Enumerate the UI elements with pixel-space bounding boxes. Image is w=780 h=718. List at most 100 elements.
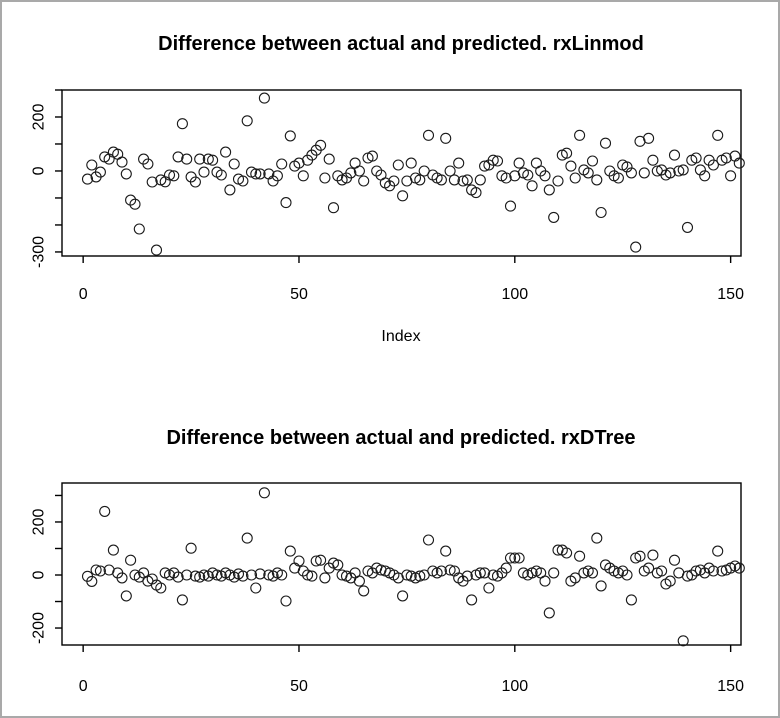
data-point (483, 582, 495, 594)
data-point (543, 184, 555, 196)
data-point (591, 532, 603, 544)
data-point (491, 155, 504, 167)
data-point (690, 565, 702, 577)
data-point (625, 594, 637, 606)
data-point (271, 170, 283, 182)
data-point (509, 552, 521, 564)
data-point (258, 487, 270, 499)
y-tick-label: 200 (31, 509, 48, 536)
data-point (310, 555, 322, 567)
plot-rxdtree: Difference between actual and predicted.… (31, 427, 745, 695)
data-point (332, 559, 344, 571)
data-point (211, 569, 223, 581)
x-axis-title: Index (381, 328, 420, 345)
data-point (569, 172, 581, 184)
data-point (228, 158, 240, 170)
y-tick-label: -200 (31, 612, 48, 644)
data-point (474, 567, 486, 579)
data-point (133, 223, 145, 235)
data-point (181, 153, 193, 165)
data-point (466, 594, 478, 606)
data-point (176, 118, 188, 130)
data-point (470, 187, 482, 199)
data-point (388, 175, 400, 187)
data-point (479, 160, 491, 172)
data-point (526, 180, 538, 192)
data-point (250, 582, 262, 594)
plot-box (61, 482, 742, 646)
data-point (647, 154, 659, 166)
data-point (561, 547, 573, 559)
data-point (323, 153, 335, 165)
data-point (241, 115, 253, 127)
data-point (414, 570, 426, 582)
data-point (504, 552, 517, 564)
data-point (142, 158, 154, 170)
data-point (163, 169, 176, 181)
y-axis: 200 0 -200 (31, 494, 62, 644)
data-point (150, 244, 163, 256)
data-point (250, 168, 262, 180)
data-point (591, 174, 603, 186)
data-point (574, 550, 586, 562)
x-tick-label: 50 (290, 678, 308, 695)
y-tick-label: -300 (31, 236, 48, 268)
data-point (479, 567, 491, 579)
data-point (194, 153, 206, 165)
x-tick-label: 0 (79, 678, 88, 695)
data-point (280, 595, 292, 607)
data-point (293, 555, 305, 567)
points (81, 92, 745, 256)
x-axis: 0 50 100 150 (79, 256, 744, 303)
data-point (500, 562, 512, 574)
data-point (643, 562, 655, 574)
data-point (677, 164, 689, 176)
data-point (548, 567, 560, 579)
data-point (168, 170, 180, 182)
data-point (699, 170, 711, 182)
data-point (500, 172, 512, 184)
data-point (94, 166, 106, 178)
data-point (574, 129, 586, 141)
data-point (86, 159, 98, 171)
data-point (725, 170, 737, 182)
x-tick-label: 0 (79, 286, 88, 303)
data-point (595, 580, 607, 592)
plot-rxlinmod: Difference between actual and predicted.… (31, 33, 745, 345)
y-tick-label: 0 (31, 570, 48, 579)
data-point (677, 635, 689, 647)
data-point (638, 167, 650, 179)
data-point (237, 570, 249, 582)
data-point (643, 132, 655, 144)
data-point (422, 129, 435, 141)
data-point (561, 147, 573, 159)
data-point (125, 554, 137, 566)
data-point (276, 569, 288, 581)
data-point (686, 569, 698, 581)
data-point (245, 569, 258, 581)
data-point (358, 585, 370, 597)
data-point (733, 562, 745, 574)
data-point (552, 175, 564, 187)
data-point (513, 552, 525, 564)
data-point (172, 571, 184, 583)
data-point (522, 169, 534, 181)
x-tick-label: 150 (717, 678, 744, 695)
data-point (444, 564, 456, 576)
data-point (435, 174, 447, 186)
data-point (707, 159, 719, 171)
data-point (315, 554, 327, 566)
data-point (319, 172, 331, 184)
data-point (457, 175, 469, 187)
data-point (306, 570, 318, 582)
data-point (358, 175, 370, 187)
data-point (712, 129, 724, 141)
data-point (332, 170, 344, 182)
data-point (617, 565, 629, 577)
data-point (405, 157, 417, 169)
data-point (569, 572, 581, 584)
data-point (146, 176, 158, 188)
data-point (155, 582, 167, 594)
